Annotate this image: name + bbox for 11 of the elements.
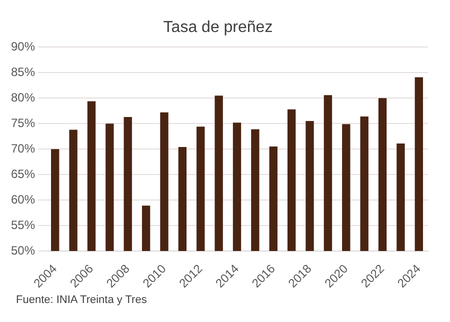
y-tick-label: 55% (10, 218, 36, 232)
y-tick-label: 50% (10, 243, 36, 258)
y-tick-label: 60% (10, 192, 36, 206)
y-tick-label: 80% (10, 90, 36, 104)
chart-title: Tasa de preñez (163, 19, 273, 36)
y-tick-label: 75% (10, 116, 36, 130)
y-tick-label: 90% (10, 40, 36, 54)
y-tick-label: 65% (10, 166, 36, 181)
source-note: Fuente: INIA Treinta y Tres (15, 294, 148, 306)
y-tick-label: 70% (10, 141, 36, 156)
y-tick-label: 85% (10, 64, 36, 79)
